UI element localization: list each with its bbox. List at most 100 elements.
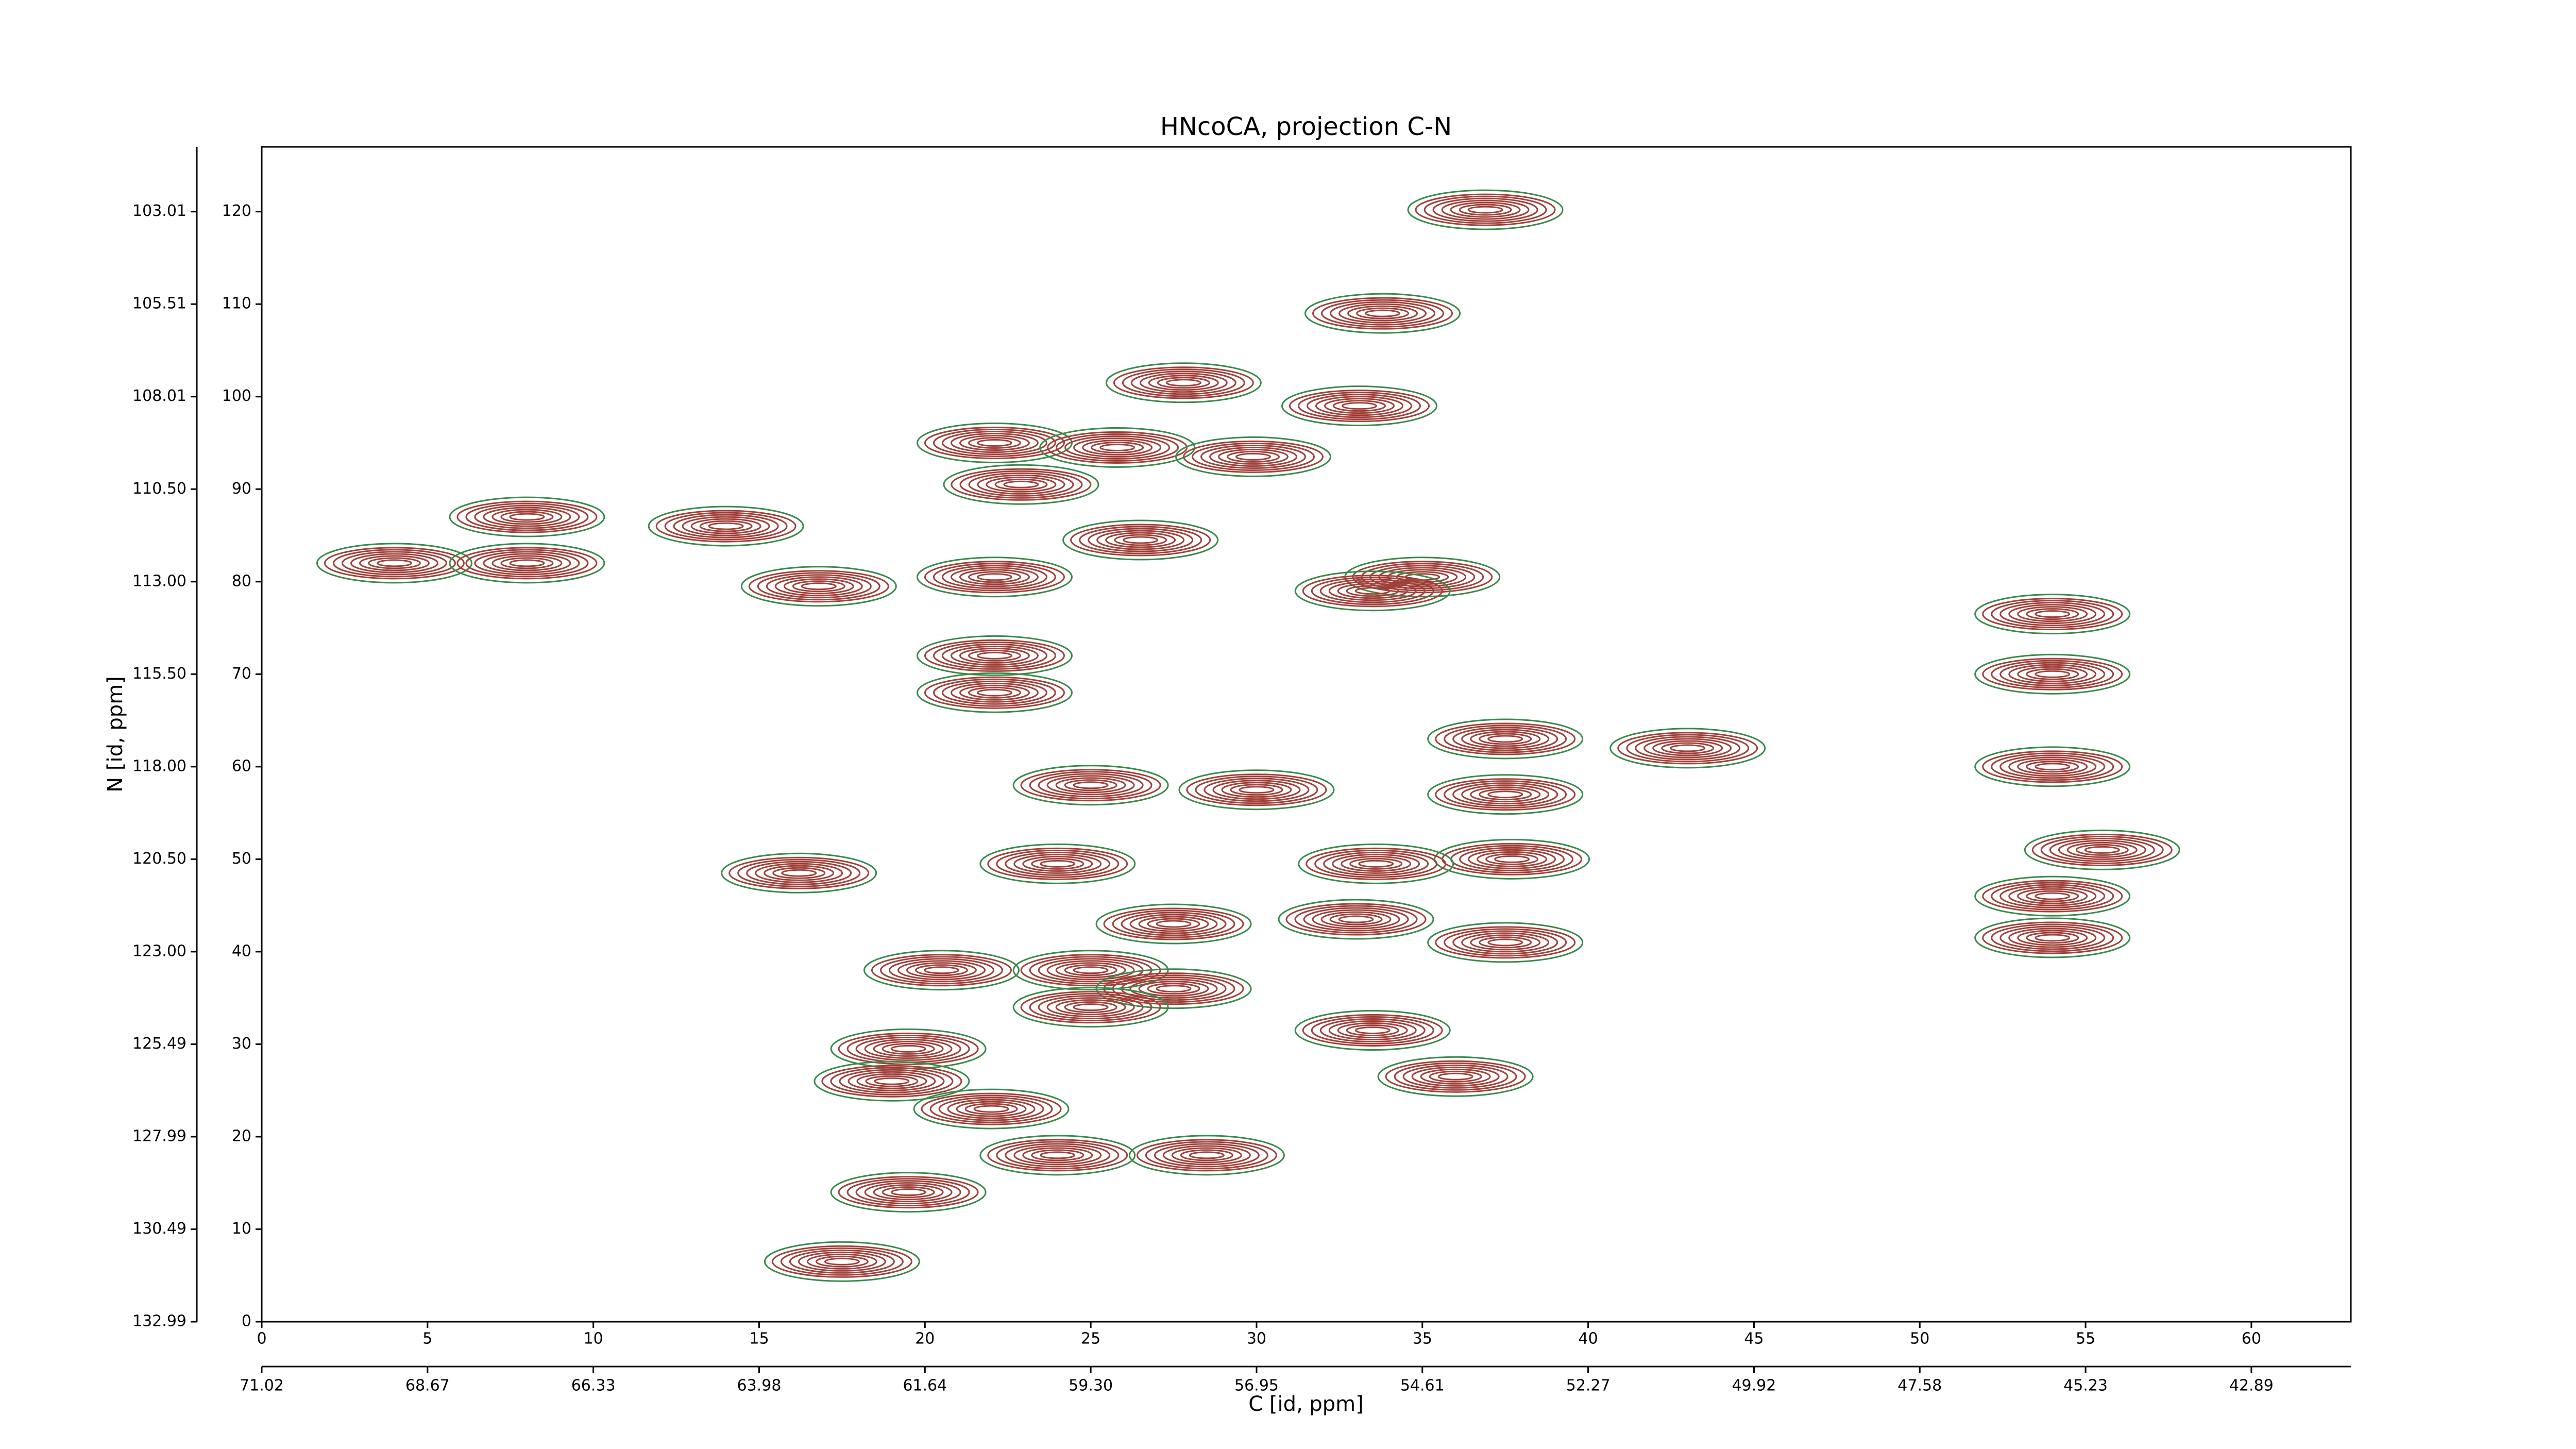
- positive-contour: [1468, 849, 1556, 869]
- negative-contour: [764, 1241, 920, 1282]
- chart-title: HNcoCA, projection C-N: [1160, 112, 1452, 141]
- positive-contour: [2017, 759, 2088, 775]
- positive-contour: [1354, 587, 1391, 595]
- positive-contour: [774, 576, 863, 597]
- positive-contour: [873, 1040, 944, 1057]
- positive-contour: [1038, 773, 1144, 798]
- negative-contour: [1294, 1009, 1451, 1051]
- positive-contour: [1467, 206, 1503, 214]
- positive-contour: [874, 1077, 910, 1085]
- peak: [1974, 653, 2131, 695]
- positive-contour: [1429, 1070, 1482, 1083]
- positive-contour: [1070, 524, 1211, 557]
- positive-contour: [1055, 999, 1126, 1016]
- positive-contour: [1183, 440, 1324, 473]
- negative-contour: [449, 496, 605, 537]
- positive-contour: [2008, 756, 2097, 777]
- positive-contour: [2035, 670, 2071, 678]
- positive-contour: [1209, 446, 1298, 467]
- peak: [943, 464, 1099, 505]
- positive-contour: [748, 570, 889, 603]
- positive-contour: [968, 686, 1021, 699]
- x2-tick-label: 68.67: [405, 1377, 450, 1395]
- positive-contour: [1204, 778, 1310, 802]
- positive-contour: [1999, 884, 2106, 908]
- plot-frame: [261, 146, 2352, 1323]
- positive-contour: [1189, 1151, 1225, 1159]
- x2-tick-label: 61.64: [903, 1377, 947, 1395]
- y-tick-label: 80: [232, 572, 251, 590]
- negative-contour: [1095, 968, 1252, 1009]
- x2-tick-label: 66.33: [571, 1377, 616, 1395]
- positive-contour: [792, 580, 845, 593]
- positive-contour: [947, 1099, 1036, 1119]
- positive-contour: [1328, 581, 1417, 601]
- positive-contour: [1046, 960, 1135, 981]
- positive-contour: [2075, 844, 2129, 856]
- peak: [916, 635, 1073, 676]
- y-tick-label: 70: [232, 665, 251, 683]
- positive-contour: [2026, 608, 2079, 620]
- positive-contour: [1311, 577, 1434, 605]
- positive-contour: [1330, 301, 1436, 326]
- positive-contour: [1332, 853, 1420, 874]
- positive-contour: [959, 569, 1030, 585]
- positive-contour: [1130, 370, 1236, 395]
- positive-contour: [376, 559, 412, 567]
- positive-contour: [959, 647, 1030, 664]
- positive-contour: [737, 858, 861, 887]
- positive-contour: [2035, 763, 2071, 771]
- peak: [2024, 829, 2180, 870]
- positive-contour: [699, 520, 753, 532]
- positive-contour: [951, 468, 1092, 501]
- positive-contour: [839, 1069, 945, 1093]
- positive-contour: [1103, 907, 1244, 940]
- positive-contour: [783, 578, 854, 595]
- y2-tick-label: 103.01: [132, 202, 187, 220]
- positive-contour: [1479, 936, 1532, 949]
- positive-contour: [906, 962, 977, 979]
- positive-contour: [1991, 882, 2114, 911]
- positive-contour: [838, 1176, 979, 1209]
- positive-contour: [1020, 991, 1161, 1024]
- positive-contour: [1020, 769, 1161, 802]
- positive-contour: [1626, 734, 1750, 763]
- peak: [1427, 718, 1584, 760]
- positive-contour: [483, 553, 571, 574]
- positive-contour: [1485, 853, 1539, 865]
- y-axis-label: N [id, ppm]: [104, 676, 127, 793]
- positive-contour: [1982, 880, 2123, 913]
- positive-contour: [871, 954, 1012, 987]
- positive-contour: [1324, 398, 1395, 414]
- x-tick-label: 60: [2242, 1330, 2261, 1348]
- positive-contour: [2035, 934, 2071, 942]
- y-tick-label: 60: [232, 757, 251, 775]
- positive-contour: [1999, 662, 2106, 686]
- positive-contour: [897, 960, 986, 981]
- positive-contour: [2017, 930, 2088, 946]
- peak: [648, 506, 804, 547]
- positive-contour: [1444, 724, 1567, 753]
- positive-contour: [1031, 1149, 1084, 1161]
- positive-contour: [798, 1251, 886, 1272]
- positive-contour: [976, 573, 1012, 581]
- positive-contour: [1303, 907, 1409, 932]
- positive-contour: [1487, 790, 1523, 799]
- peak: [1427, 774, 1584, 815]
- positive-contour: [1982, 921, 2123, 954]
- positive-contour: [1165, 379, 1201, 387]
- negative-contour: [316, 543, 472, 584]
- negative-contour: [1294, 570, 1451, 612]
- negative-contour: [1974, 746, 2131, 787]
- positive-contour: [848, 1071, 936, 1091]
- positive-contour: [924, 561, 1065, 594]
- positive-contour: [1064, 964, 1117, 976]
- positive-contour: [1186, 773, 1327, 806]
- y-tick-label: 10: [232, 1220, 251, 1238]
- peak: [1304, 293, 1461, 334]
- positive-contour: [873, 1184, 944, 1201]
- positive-contour: [806, 1253, 877, 1270]
- peak: [316, 543, 472, 584]
